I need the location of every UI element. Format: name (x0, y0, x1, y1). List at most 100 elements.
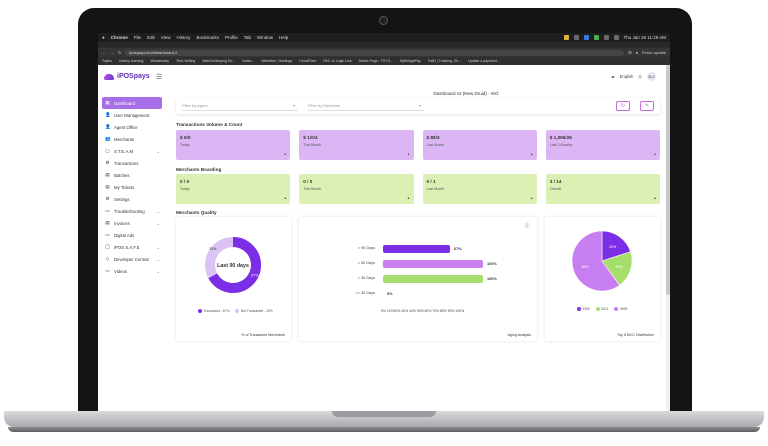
sidebar-item-merchants[interactable]: 👥 Merchants (102, 133, 162, 145)
bookmark-item[interactable]: MyBridgePay (399, 59, 421, 63)
stat-card[interactable]: 3 / 14 Overall ▴ (545, 174, 660, 204)
sidebar-item-ipos-s-a-f-e[interactable]: ◯ iPOS S.A.F.E ⌄ (102, 241, 162, 253)
quality-charts: Last 90 days 67% 33% Transacted - 67% Not … (176, 217, 660, 345)
sidebar-item-videos[interactable]: ▭ Videos ⌄ (102, 265, 162, 277)
pie-slice-5411[interactable] (601, 251, 633, 286)
menu-history[interactable]: History (176, 35, 191, 40)
stat-card[interactable]: $ 1,096/26 Last 3 Months ▴ (545, 130, 660, 160)
bookmark-item[interactable]: TodD | Tracking, Sh... (427, 59, 462, 63)
menu-view[interactable]: View (160, 35, 171, 40)
pie-slice-label: 20% (609, 245, 616, 249)
menu-file[interactable]: File (133, 35, 141, 40)
stat-value: 3 / 14 (549, 179, 562, 184)
stat-card[interactable]: 0 / 0 This Month ▴ (299, 174, 414, 204)
pie-slice-5999[interactable] (571, 230, 621, 292)
page-title: Dashboard v2 (New Druid) - ISO (433, 91, 499, 96)
bookmark-item[interactable]: Notes... (242, 59, 255, 63)
webcam-icon (379, 16, 388, 25)
bookmark-item[interactable]: WebDeveloping Do... (202, 59, 236, 63)
forward-icon[interactable]: → (110, 50, 114, 55)
url-input[interactable]: ipospays.tech/dashboard-2 (125, 49, 625, 56)
menu-window[interactable]: Window (257, 35, 274, 40)
sidebar-item-batches[interactable]: ▤ Batches (102, 169, 162, 181)
menu-help[interactable]: Help (279, 35, 289, 40)
language-select[interactable]: English (619, 74, 634, 79)
nav-icon: 👤 (105, 124, 111, 129)
system-clock[interactable]: Thu Jan 29 11:29 AM (623, 35, 666, 40)
sidebar-item-developer-central[interactable]: ◇ Developer Central ⌄ (102, 253, 162, 265)
bookmark-item[interactable]: PAC vs Login Link (323, 59, 352, 63)
filter-bar: Filter by Agent ▾ Filter by Merchant ▾ ↻ ✎ (176, 98, 660, 114)
sidebar-item-digital-ads[interactable]: ▭ Digital Ads (102, 229, 162, 241)
donut-transacted-label: 67% (251, 273, 258, 277)
globe-icon[interactable]: ◎ (638, 74, 642, 79)
back-icon[interactable]: ← (102, 50, 106, 55)
sidebar-item-user-management[interactable]: 👤 User Management (102, 109, 162, 121)
sidebar-item-transactions[interactable]: ⚙ Transactions (102, 157, 162, 169)
merchant-filter-select[interactable]: Filter by Merchant ▾ (308, 102, 424, 111)
wifi-icon[interactable] (613, 35, 619, 40)
agent-filter-select[interactable]: Filter by Agent ▾ (182, 102, 298, 111)
tray-icon[interactable] (573, 35, 579, 40)
menu-edit[interactable]: Edit (147, 35, 155, 40)
tray-icon[interactable] (593, 35, 599, 40)
refresh-button[interactable]: ↻ (616, 101, 630, 111)
logo[interactable]: iPOSpays (104, 73, 150, 80)
info-icon[interactable]: ⓘ (524, 223, 530, 229)
aging-bar[interactable] (383, 260, 483, 268)
bookmark-item[interactable]: Udemy learning (118, 59, 144, 63)
bookmark-item[interactable]: Status Page - TSYS... (358, 59, 393, 63)
update-button[interactable]: Finish update (641, 50, 666, 55)
bookmark-item[interactable]: Topics (102, 59, 112, 63)
sidebar-item-invoices[interactable]: ▤ Invoices ⌄ (102, 217, 162, 229)
mcc-legend: 5399 5411 5999 (577, 307, 627, 312)
laptop-base (4, 411, 764, 427)
sidebar-item-agent-office[interactable]: 👤 Agent Office (102, 121, 162, 133)
nav-icon: ⚙ (105, 160, 110, 165)
bookmark-item[interactable]: CloudFlare (299, 59, 317, 63)
chevron-down-icon: ⌄ (156, 244, 160, 250)
stat-card[interactable]: $ 0/0 Today ▴ (176, 130, 291, 160)
aging-bar[interactable] (383, 275, 483, 283)
pie-slice-5399[interactable] (601, 230, 631, 262)
legend-item: 5999 (614, 307, 627, 312)
tray-icon[interactable] (563, 35, 569, 40)
stat-card[interactable]: 0 / 1 Last Month ▴ (422, 174, 537, 204)
sidebar-item-my-tickets[interactable]: ▤ My Tickets (102, 181, 162, 193)
aging-bar-value: 67% (454, 246, 462, 251)
extension-icon[interactable]: ⊞ (628, 50, 632, 55)
bookmark-item[interactable]: Worksmarty (150, 59, 170, 63)
nav-icon: ▤ (105, 172, 110, 177)
bookmark-item[interactable]: Update a payment... (468, 59, 500, 63)
menu-chrome[interactable]: Chrome (110, 35, 128, 40)
menu-bookmarks[interactable]: Bookmarks (196, 35, 219, 40)
aging-bar[interactable] (383, 245, 450, 253)
chart-icon: ▴ (653, 151, 656, 156)
avatar[interactable]: SLC (647, 72, 656, 81)
pie-slice-label: 60% (581, 265, 588, 269)
bookmark-item[interactable]: Websites / Hostings (261, 59, 293, 63)
tab-strip[interactable] (98, 42, 670, 48)
profile-icon[interactable]: ● (635, 50, 638, 55)
scrollbar[interactable] (666, 65, 670, 411)
scrollbar-thumb[interactable] (666, 65, 670, 295)
nav-icon: ⚙ (105, 196, 110, 201)
reload-icon[interactable]: ↻ (118, 50, 122, 55)
menu-tab[interactable]: Tab (243, 35, 252, 40)
battery-icon[interactable] (603, 35, 609, 40)
sidebar-item-dashboard[interactable]: ▦ Dashboard (102, 97, 162, 109)
edit-button[interactable]: ✎ (640, 101, 654, 111)
sidebar-item-s-t-e-a-m[interactable]: ▢ S.T.E.A.M ⌄ (102, 145, 162, 157)
stat-card[interactable]: 0 / 0 Today ▴ (176, 174, 291, 204)
sidebar-item-troubleshooting[interactable]: ▭ Troubleshooting ⌄ (102, 205, 162, 217)
hamburger-icon[interactable]: ☰ (156, 74, 163, 81)
stat-card[interactable]: $ 89/3 Last Month ▴ (422, 130, 537, 160)
tray-icon[interactable] (583, 35, 589, 40)
menu-profile[interactable]: Profile (224, 35, 238, 40)
stat-label: Today (180, 187, 190, 191)
sidebar-item-label: Agent Office (114, 124, 138, 130)
bookmark-item[interactable]: Tech Writing (176, 59, 196, 63)
apple-icon[interactable]: ● (102, 35, 105, 40)
stat-card[interactable]: $ 1/0/4 This Month ▴ (299, 130, 414, 160)
sidebar-item-settings[interactable]: ⚙ Settings (102, 193, 162, 205)
